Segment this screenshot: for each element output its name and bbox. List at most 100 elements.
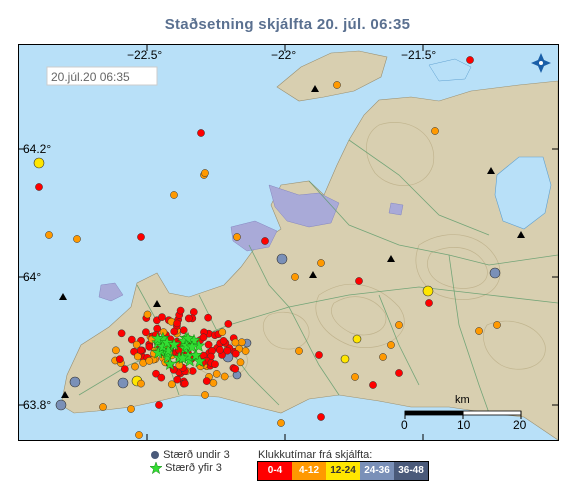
large-quake-star bbox=[181, 331, 195, 345]
lake bbox=[494, 156, 552, 230]
quake-marker bbox=[173, 375, 182, 384]
quake-marker bbox=[466, 56, 474, 64]
quakes-large bbox=[150, 331, 207, 371]
legend-age-title: Klukkutímar frá skjálfta: bbox=[258, 449, 373, 461]
quake-marker bbox=[317, 259, 325, 267]
quake-marker bbox=[142, 328, 150, 337]
quake-marker bbox=[137, 233, 145, 241]
scale-bar: km 0 10 20 bbox=[401, 394, 527, 432]
quake-marker bbox=[395, 369, 403, 377]
quake-marker bbox=[277, 419, 285, 427]
quake-marker bbox=[223, 346, 232, 355]
quake-marker bbox=[181, 379, 189, 388]
quake-marker bbox=[493, 321, 501, 329]
quake-marker bbox=[143, 310, 152, 319]
scale-unit: km bbox=[455, 394, 470, 406]
quake-marker bbox=[133, 352, 142, 361]
quake-marker bbox=[211, 360, 219, 369]
land-north bbox=[276, 50, 388, 102]
quake-marker bbox=[220, 372, 229, 381]
quake-marker bbox=[112, 346, 120, 355]
lon-label: −21.5° bbox=[401, 48, 436, 62]
quake-marker bbox=[219, 337, 228, 345]
lat-label: 63.8° bbox=[23, 398, 51, 412]
quake-marker bbox=[120, 365, 129, 373]
quake-marker bbox=[145, 357, 154, 365]
quake-marker bbox=[152, 369, 160, 378]
quake-marker bbox=[231, 365, 240, 373]
large-quake-star bbox=[160, 335, 174, 349]
quake-marker bbox=[231, 338, 240, 347]
quake-marker bbox=[131, 362, 139, 371]
quake-marker bbox=[216, 346, 224, 354]
quake-marker bbox=[291, 273, 299, 281]
quake-marker bbox=[153, 324, 162, 333]
quake-marker bbox=[204, 340, 213, 349]
quake-marker bbox=[199, 333, 208, 342]
lat-label: 64° bbox=[23, 270, 41, 284]
earthquake-map[interactable]: −22.5° −22° −21.5° 64.2° 64° 63.8° 20.jú… bbox=[18, 44, 559, 441]
quake-marker bbox=[73, 235, 81, 243]
quake-marker bbox=[236, 358, 245, 367]
quake-marker bbox=[176, 306, 185, 315]
age-bin: 12-24 bbox=[326, 462, 360, 480]
large-quake-star bbox=[167, 337, 181, 351]
quake-marker bbox=[136, 346, 145, 355]
quake-marker bbox=[475, 327, 483, 335]
large-quake-star bbox=[192, 339, 206, 352]
large-quake-star bbox=[150, 331, 165, 345]
quake-marker bbox=[351, 373, 359, 381]
legend-large-label: Stærð yfir 3 bbox=[165, 462, 222, 474]
quake-marker bbox=[355, 277, 363, 285]
legend-small: Stærð undir 3 bbox=[150, 449, 230, 461]
large-quake-star bbox=[163, 357, 177, 371]
graticule bbox=[19, 45, 558, 440]
quake-marker bbox=[170, 191, 178, 199]
map-title: Staðsetning skjálfta 20. júl. 06:35 bbox=[164, 16, 411, 33]
large-quake-star bbox=[151, 345, 165, 359]
quake-marker bbox=[315, 351, 323, 359]
quake-marker bbox=[137, 379, 145, 388]
age-bin: 4-12 bbox=[292, 462, 326, 480]
quakes-12-24 bbox=[33, 157, 434, 387]
quake-marker bbox=[184, 314, 193, 323]
quake-marker bbox=[189, 308, 198, 316]
quake-marker bbox=[201, 391, 209, 399]
quake-marker bbox=[204, 313, 212, 322]
scale-tick: 10 bbox=[457, 418, 471, 432]
quake-marker bbox=[317, 413, 325, 421]
quake-marker bbox=[132, 340, 141, 349]
age-bin: 0-4 bbox=[258, 462, 292, 480]
quake-marker bbox=[218, 328, 227, 336]
stations bbox=[59, 85, 525, 398]
timestamp-box bbox=[46, 66, 158, 86]
quake-marker bbox=[99, 403, 107, 411]
quake-marker bbox=[35, 183, 43, 191]
quake-marker bbox=[261, 237, 269, 245]
large-quake-star bbox=[192, 354, 207, 368]
quake-marker bbox=[369, 381, 377, 389]
compass-icon bbox=[531, 53, 551, 73]
quake-marker bbox=[170, 327, 179, 336]
quake-marker bbox=[127, 405, 135, 413]
large-quake-star bbox=[185, 340, 199, 353]
quake-marker bbox=[231, 349, 240, 358]
timestamp: 20.júl.20 06:35 bbox=[51, 70, 130, 84]
star-icon bbox=[149, 461, 163, 475]
quake-marker bbox=[202, 377, 211, 385]
quake-marker bbox=[333, 81, 341, 89]
urban-areas bbox=[98, 184, 404, 302]
quake-marker bbox=[173, 319, 181, 328]
quake-marker bbox=[295, 347, 303, 355]
quake-marker bbox=[209, 379, 218, 387]
quake-marker bbox=[117, 329, 126, 338]
large-quake-star bbox=[189, 348, 203, 362]
contours bbox=[187, 122, 546, 378]
quake-marker bbox=[395, 321, 403, 329]
lon-label: −22.5° bbox=[127, 48, 162, 62]
quake-marker bbox=[115, 355, 124, 364]
quake-marker bbox=[158, 313, 166, 321]
legend-small-label: Stærð undir 3 bbox=[163, 449, 230, 461]
small-quake-icon bbox=[151, 451, 159, 460]
large-quake-star bbox=[175, 351, 190, 365]
